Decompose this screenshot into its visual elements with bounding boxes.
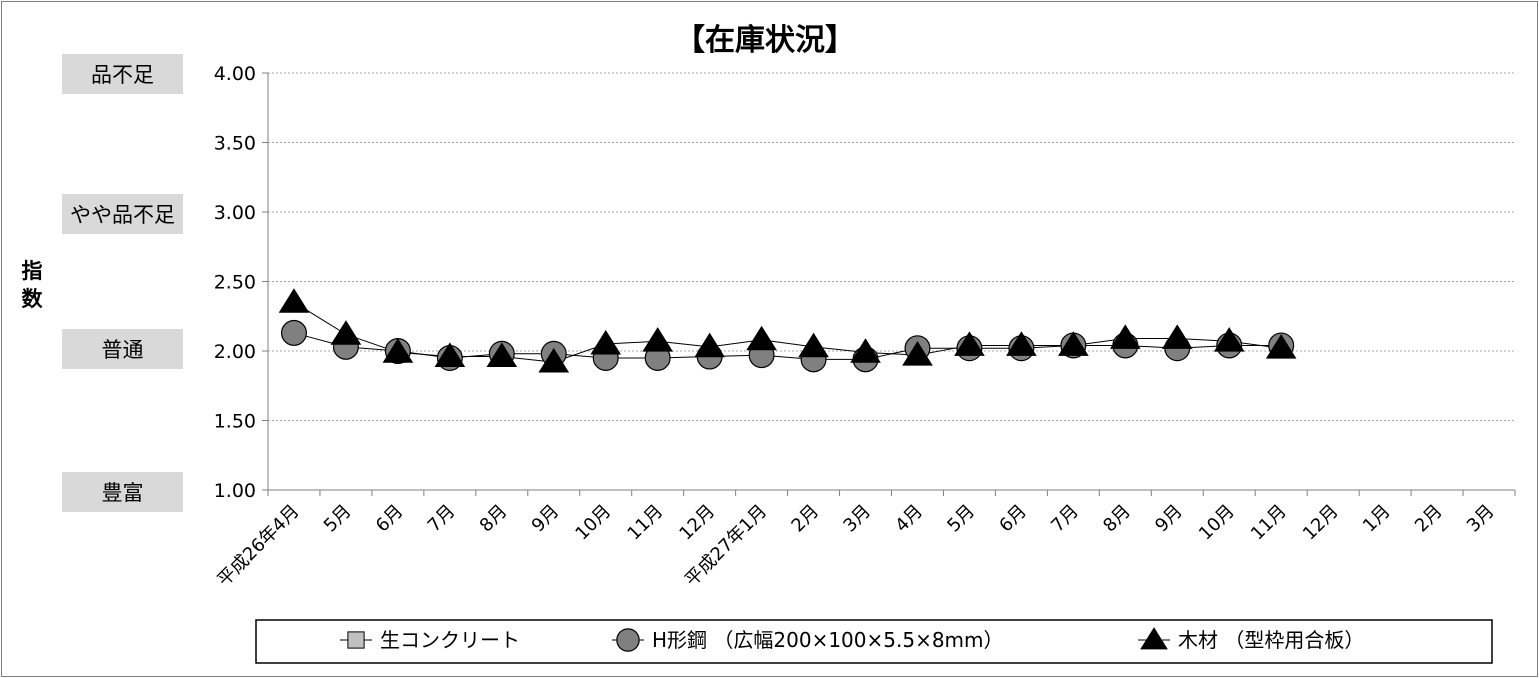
x-tick-label: 4月 bbox=[891, 501, 927, 537]
x-tick-label: 1月 bbox=[1359, 501, 1395, 537]
x-tick-label: 9月 bbox=[1151, 501, 1187, 537]
y-tick-label: 2.00 bbox=[214, 341, 256, 363]
data-point-triangle bbox=[850, 338, 881, 363]
x-tick-label: 11月 bbox=[1247, 501, 1291, 545]
x-tick-label: 5月 bbox=[943, 501, 979, 537]
legend-label: 木材 （型枠用合板） bbox=[1178, 628, 1364, 652]
x-tick-label: 5月 bbox=[320, 501, 356, 537]
x-tick-label: 3月 bbox=[839, 501, 875, 537]
x-tick-label: 2月 bbox=[787, 501, 823, 537]
x-tick-label: 11月 bbox=[623, 501, 667, 545]
data-point-triangle bbox=[486, 342, 518, 367]
band-label-slight-shortage: やや品不足 bbox=[62, 194, 183, 234]
band-label-plenty: 豊富 bbox=[62, 472, 183, 512]
data-point-triangle bbox=[538, 347, 570, 373]
x-tick-label: 7月 bbox=[424, 501, 460, 537]
data-point-triangle bbox=[1058, 331, 1089, 356]
data-point-triangle bbox=[902, 341, 933, 366]
x-tick-label: 8月 bbox=[476, 501, 512, 537]
band-label-normal: 普通 bbox=[62, 329, 183, 369]
legend-label: H形鋼 （広幅200×100×5.5×8mm） bbox=[652, 628, 1004, 652]
data-point-triangle bbox=[382, 338, 414, 363]
band-label-shortage: 品不足 bbox=[62, 54, 183, 94]
x-tick-label: 10月 bbox=[1195, 501, 1239, 545]
y-tick-label: 4.00 bbox=[214, 63, 256, 85]
x-tick-label: 12月 bbox=[675, 501, 719, 545]
data-point-triangle bbox=[746, 325, 777, 351]
y-tick-label: 1.50 bbox=[214, 411, 256, 433]
data-point-triangle bbox=[434, 342, 466, 367]
x-tick-label: 3月 bbox=[1463, 501, 1499, 537]
data-point-triangle bbox=[1213, 327, 1245, 352]
data-point-triangle bbox=[694, 332, 725, 358]
y-tick-label: 3.00 bbox=[214, 202, 256, 224]
data-point-triangle bbox=[330, 320, 362, 345]
y-tick-label: 2.50 bbox=[214, 272, 256, 294]
data-point-triangle bbox=[798, 332, 829, 358]
x-tick-label: 7月 bbox=[1047, 501, 1083, 537]
data-point-triangle bbox=[1006, 331, 1037, 356]
y-axis-label-char-1: 指 bbox=[22, 259, 43, 283]
x-tick-label: 2月 bbox=[1411, 501, 1447, 537]
data-point-triangle bbox=[1140, 627, 1168, 650]
y-tick-label: 1.00 bbox=[214, 480, 256, 502]
data-point-triangle bbox=[278, 288, 310, 313]
data-point-triangle bbox=[954, 331, 985, 356]
chart-title: 【在庫状況】 bbox=[675, 23, 855, 58]
y-axis-label-char-2: 数 bbox=[22, 287, 44, 311]
legend: 生コンクリート H形鋼 （広幅200×100×5.5×8mm） 木材 （型枠用合板） bbox=[340, 627, 1364, 652]
legend-label: 生コンクリート bbox=[380, 628, 520, 652]
data-point-triangle bbox=[1265, 334, 1297, 359]
series-group bbox=[278, 288, 1297, 373]
data-point-triangle bbox=[642, 327, 673, 352]
x-tick-label: 平成26年4月 bbox=[213, 501, 303, 591]
x-tick-label: 9月 bbox=[528, 501, 564, 537]
data-point-triangle bbox=[590, 329, 622, 355]
data-point-circle bbox=[280, 319, 307, 346]
x-tick-label: 6月 bbox=[995, 501, 1031, 537]
x-tick-label: 12月 bbox=[1299, 501, 1343, 545]
axes bbox=[262, 72, 1516, 496]
y-tick-label: 3.50 bbox=[214, 133, 256, 155]
x-tick-label: 6月 bbox=[372, 501, 408, 537]
y-tick-labels: 4.00 3.50 3.00 2.50 2.00 1.50 1.00 bbox=[214, 63, 256, 502]
x-tick-label: 8月 bbox=[1099, 501, 1135, 537]
data-point-circle bbox=[616, 628, 640, 652]
data-point-triangle bbox=[1110, 324, 1141, 349]
x-tick-label: 10月 bbox=[571, 501, 615, 545]
data-point-triangle bbox=[1161, 324, 1193, 349]
data-point-square bbox=[347, 631, 365, 649]
legend-box bbox=[255, 619, 1493, 664]
